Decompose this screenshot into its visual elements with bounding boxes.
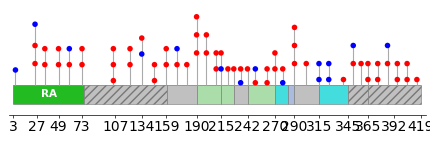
Point bbox=[394, 62, 401, 65]
Point bbox=[271, 68, 278, 70]
Point bbox=[183, 64, 190, 66]
Bar bbox=[167, 85, 197, 104]
Point bbox=[252, 82, 259, 84]
Bar bbox=[234, 85, 248, 104]
Point bbox=[203, 34, 210, 36]
Bar bbox=[319, 85, 348, 104]
Bar bbox=[13, 85, 421, 104]
Point bbox=[350, 44, 357, 47]
Point bbox=[31, 44, 38, 47]
Point bbox=[374, 62, 381, 65]
Point bbox=[326, 62, 332, 65]
Bar bbox=[248, 85, 275, 104]
Point bbox=[230, 68, 237, 70]
Point bbox=[174, 47, 181, 50]
Point bbox=[316, 62, 322, 65]
Bar bbox=[288, 85, 295, 104]
Point bbox=[218, 52, 224, 54]
Point bbox=[55, 47, 62, 50]
Point bbox=[291, 44, 298, 47]
Point bbox=[203, 52, 210, 54]
Point bbox=[41, 64, 48, 66]
Point bbox=[384, 44, 391, 47]
Bar bbox=[275, 85, 288, 104]
Point bbox=[252, 68, 259, 70]
Point bbox=[110, 79, 117, 82]
Point bbox=[66, 64, 73, 66]
Point bbox=[138, 37, 145, 39]
Point bbox=[264, 82, 270, 84]
Point bbox=[280, 68, 286, 70]
Bar bbox=[295, 85, 319, 104]
Point bbox=[55, 64, 62, 66]
Point bbox=[358, 62, 365, 65]
Point bbox=[66, 47, 73, 50]
Point bbox=[326, 78, 332, 81]
Bar bbox=[348, 85, 368, 104]
Bar bbox=[221, 85, 234, 104]
Point bbox=[163, 64, 170, 66]
Point bbox=[126, 64, 133, 66]
Bar bbox=[84, 85, 167, 104]
Point bbox=[374, 78, 381, 81]
Point bbox=[350, 62, 357, 65]
Point bbox=[394, 78, 401, 81]
Point bbox=[291, 62, 298, 65]
Point bbox=[244, 68, 251, 70]
Point bbox=[280, 82, 286, 84]
Bar bbox=[368, 85, 421, 104]
Point bbox=[31, 23, 38, 25]
Point bbox=[79, 64, 86, 66]
Point bbox=[151, 64, 158, 66]
Point bbox=[291, 26, 298, 29]
Point bbox=[79, 47, 86, 50]
Point bbox=[193, 16, 200, 18]
Point bbox=[264, 68, 270, 70]
Point bbox=[12, 69, 19, 71]
Point bbox=[218, 68, 224, 70]
Point bbox=[237, 82, 244, 84]
Point bbox=[224, 68, 231, 70]
Point bbox=[414, 78, 421, 81]
Point bbox=[213, 52, 220, 54]
Point bbox=[271, 52, 278, 54]
Point bbox=[174, 64, 181, 66]
Point bbox=[404, 62, 411, 65]
Point bbox=[110, 64, 117, 66]
Point bbox=[41, 47, 48, 50]
Point bbox=[384, 62, 391, 65]
Point bbox=[110, 47, 117, 50]
Point bbox=[316, 78, 322, 81]
Point bbox=[163, 47, 170, 50]
Point bbox=[126, 47, 133, 50]
Point bbox=[303, 62, 310, 65]
Point bbox=[31, 62, 38, 65]
Text: RA: RA bbox=[41, 89, 57, 99]
Point bbox=[213, 68, 220, 70]
Point bbox=[193, 52, 200, 54]
Point bbox=[365, 78, 372, 81]
Point bbox=[365, 62, 372, 65]
Point bbox=[340, 78, 347, 81]
Bar bbox=[13, 85, 84, 104]
Point bbox=[151, 79, 158, 82]
Bar bbox=[197, 85, 221, 104]
Point bbox=[138, 53, 145, 55]
Point bbox=[237, 68, 244, 70]
Point bbox=[404, 78, 411, 81]
Point bbox=[193, 34, 200, 36]
